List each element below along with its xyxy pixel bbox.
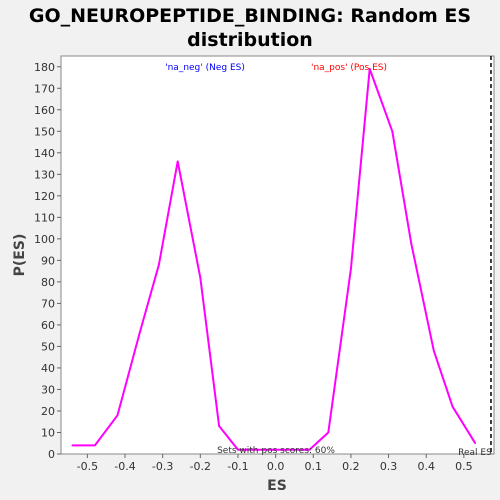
plot-area [60,55,495,455]
y-tick-label: 90 [41,254,55,267]
y-tick-label: 120 [34,190,55,203]
y-tick-label: 0 [48,448,55,461]
y-tick-label: 40 [41,362,55,375]
series-point [451,405,454,408]
chart-title-line2: distribution [187,29,313,51]
y-tick-label: 110 [34,211,55,224]
series-layer [71,67,477,451]
y-axis-label: P(ES) [12,234,28,277]
y-tick-label: 150 [34,125,55,138]
y-tick-label: 100 [34,233,55,246]
y-axis: 0 10 20 30 40 50 60 70 80 90 100 110 120 130 140 150 160… [34,61,61,461]
x-tick-label: 0.3 [380,460,398,473]
series-point [158,263,160,266]
neg-es-label: 'na_neg' (Neg ES) [165,63,245,73]
y-tick-label: 170 [34,82,55,95]
y-tick-label: 50 [41,340,55,353]
x-axis: -0.5 -0.4 -0.3 -0.2 -0.1 0.0 0.1 0.2 0.3 0.4 0.5 [77,454,473,473]
x-tick-label: 0.2 [342,460,360,473]
series-point [199,276,202,279]
series-point [176,160,179,163]
series-point [350,268,352,270]
x-tick-label: 0.4 [417,460,435,473]
x-tick-label: -0.1 [227,460,248,473]
series-point [368,68,371,70]
y-tick-label: 30 [41,383,55,396]
series-point [432,349,435,352]
series-point [218,425,220,427]
x-axis-label: ES [267,478,287,494]
series-point [327,431,330,434]
y-tick-label: 130 [34,168,55,181]
series-point [391,130,394,133]
x-tick-label: 0.1 [305,460,323,473]
y-tick-label: 80 [41,276,55,289]
x-tick-label: 0.5 [455,460,473,473]
pos-scores-label: Sets with pos scores: 60% [217,446,335,456]
y-tick-label: 60 [41,319,55,332]
y-tick-label: 70 [41,297,55,310]
y-tick-label: 140 [34,147,55,160]
series-point [94,444,96,447]
series-point [116,414,119,417]
x-tick-label: -0.4 [114,460,135,473]
y-tick-label: 160 [34,104,55,117]
series-point [237,448,239,451]
y-tick-label: 180 [34,61,55,74]
chart-title-line1: GO_NEUROPEPTIDE_BINDING: Random ES [29,5,471,27]
real-es-label: Real ES [458,448,492,458]
y-tick-label: 10 [41,426,55,439]
series-point [71,444,74,447]
series-line [72,67,477,451]
series-point [308,448,311,451]
series-point [410,242,412,244]
y-tick-label: 20 [41,405,55,418]
x-tick-label: -0.3 [152,460,173,473]
x-tick-label: 0.0 [267,460,285,473]
x-tick-label: -0.2 [190,460,211,473]
series-point [474,442,476,445]
x-tick-label: -0.5 [77,460,98,473]
series-point [139,330,141,333]
pos-es-label: 'na_pos' (Pos ES) [311,63,387,73]
